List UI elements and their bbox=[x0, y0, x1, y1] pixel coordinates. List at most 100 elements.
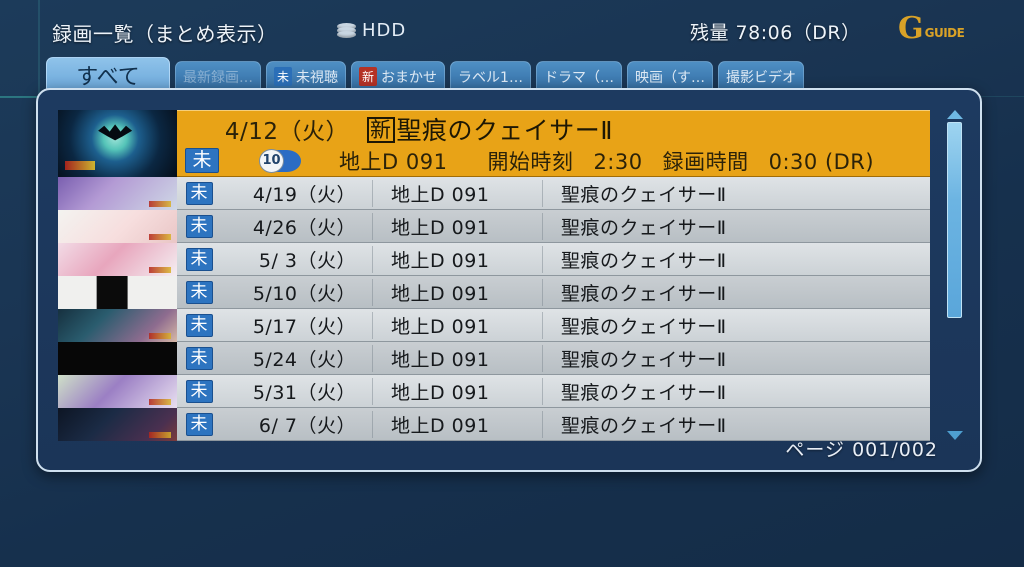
row-unwatched-badge-cell: 未 bbox=[177, 342, 221, 374]
tab-drama[interactable]: ドラマ（… bbox=[535, 61, 622, 91]
row-date: 5/24（火） bbox=[221, 344, 373, 372]
row-title: 聖痕のクェイサーⅡ bbox=[561, 216, 727, 239]
row-unwatched-badge-cell: 未 bbox=[177, 375, 221, 407]
list-scrollbar[interactable] bbox=[946, 110, 964, 440]
duration-label: 録画時間 bbox=[662, 149, 749, 174]
recording-list[interactable]: 4/12（火） 新聖痕のクェイサーⅡ 未 10 地上D 091 開始時刻 2:30… bbox=[58, 110, 930, 441]
category-tab-bar[interactable]: すべて 最新録画… 未 未視聴 新 おまかせ ラベル1… ドラマ（… 映画（す…… bbox=[46, 57, 966, 91]
group-count-value: 10 bbox=[259, 148, 284, 173]
group-count-badge: 10 bbox=[259, 148, 305, 173]
row-unwatched-badge-cell: 未 bbox=[177, 243, 221, 275]
row-thumbnail bbox=[58, 243, 177, 276]
table-row[interactable]: 未 4/26（火） 地上D 091 聖痕のクェイサーⅡ bbox=[58, 210, 930, 243]
unwatched-badge-icon: 未 bbox=[185, 346, 213, 370]
tab-latest-recording[interactable]: 最新録画… bbox=[175, 61, 261, 91]
row-channel: 地上D 091 bbox=[373, 245, 543, 273]
scroll-up-arrow-icon[interactable] bbox=[947, 110, 963, 119]
row-date: 5/31（火） bbox=[221, 377, 373, 405]
row-date: 5/10（火） bbox=[221, 278, 373, 306]
unwatched-badge-icon: 未 bbox=[185, 280, 213, 304]
selected-row-channel: 地上D 091 bbox=[339, 149, 448, 174]
selected-row-title-text: 聖痕のクェイサーⅡ bbox=[396, 115, 614, 145]
selected-recording-row[interactable]: 4/12（火） 新聖痕のクェイサーⅡ 未 10 地上D 091 開始時刻 2:30… bbox=[58, 110, 930, 177]
row-title: 聖痕のクェイサーⅡ bbox=[561, 183, 727, 206]
tab-omakase[interactable]: 新 おまかせ bbox=[351, 61, 446, 91]
row-date: 5/ 3（火） bbox=[221, 245, 373, 273]
hdd-icon bbox=[337, 23, 356, 38]
tab-movie[interactable]: 映画（す… bbox=[626, 61, 713, 91]
row-thumbnail bbox=[58, 375, 177, 408]
row-date: 6/ 7（火） bbox=[221, 410, 373, 438]
start-time-value: 2:30 bbox=[593, 149, 643, 174]
recording-list-panel: 4/12（火） 新聖痕のクェイサーⅡ 未 10 地上D 091 開始時刻 2:30… bbox=[36, 88, 982, 472]
table-row[interactable]: 未 4/19（火） 地上D 091 聖痕のクェイサーⅡ bbox=[58, 177, 930, 210]
tab-latest-recording-label: 最新録画… bbox=[183, 69, 253, 86]
table-row[interactable]: 未 5/ 3（火） 地上D 091 聖痕のクェイサーⅡ bbox=[58, 243, 930, 276]
row-thumbnail bbox=[58, 177, 177, 210]
tab-camcorder-video[interactable]: 撮影ビデオ bbox=[717, 61, 804, 91]
row-unwatched-badge-cell: 未 bbox=[177, 276, 221, 308]
unwatched-badge-icon: 未 bbox=[185, 313, 213, 337]
row-thumbnail bbox=[58, 276, 177, 309]
unwatched-badge-icon: 未 bbox=[274, 67, 293, 86]
tab-label1[interactable]: ラベル1… bbox=[450, 61, 531, 91]
row-unwatched-badge-cell: 未 bbox=[177, 177, 221, 209]
row-channel: 地上D 091 bbox=[373, 179, 543, 207]
selected-row-secondary-line: 未 10 地上D 091 開始時刻 2:30 録画時間 0:30 (DR) bbox=[177, 145, 930, 176]
duration-value: 0:30 (DR) bbox=[768, 149, 875, 174]
footer-control-bar: サブ メニュー 再生 戻る 青 複数選択 前ページ 次ページ 赤 ダビング 緑 … bbox=[0, 476, 1024, 567]
remaining-capacity: 残量 78:06（DR） bbox=[690, 22, 861, 44]
g-guide-word: GUIDE bbox=[924, 25, 965, 40]
g-guide-mark: G bbox=[898, 11, 924, 46]
row-title: 聖痕のクェイサーⅡ bbox=[561, 381, 727, 404]
row-channel: 地上D 091 bbox=[373, 311, 543, 339]
row-title: 聖痕のクェイサーⅡ bbox=[561, 282, 727, 305]
tab-omakase-label: おまかせ bbox=[381, 69, 438, 86]
header: 録画一覧（まとめ表示） HDD 残量 78:06（DR） G GUIDE bbox=[0, 0, 1024, 56]
thumbnail-channel-logo bbox=[65, 161, 95, 170]
tab-all[interactable]: すべて bbox=[46, 57, 170, 91]
row-thumbnail bbox=[58, 309, 177, 342]
background-accent-vertical bbox=[38, 0, 40, 96]
page-title: 録画一覧（まとめ表示） bbox=[52, 22, 278, 46]
selected-row-meta: 開始時刻 2:30 録画時間 0:30 (DR) bbox=[487, 146, 874, 176]
media-indicator: HDD bbox=[337, 20, 406, 41]
unwatched-badge-icon: 未 bbox=[185, 181, 213, 205]
row-unwatched-badge-cell: 未 bbox=[177, 408, 221, 440]
row-channel: 地上D 091 bbox=[373, 377, 543, 405]
selected-row-primary-line: 4/12（火） 新聖痕のクェイサーⅡ bbox=[177, 111, 930, 147]
unwatched-badge-icon: 未 bbox=[185, 412, 213, 436]
tab-unwatched-label: 未視聴 bbox=[296, 69, 339, 86]
media-label: HDD bbox=[362, 20, 407, 41]
table-row[interactable]: 未 5/10（火） 地上D 091 聖痕のクェイサーⅡ bbox=[58, 276, 930, 309]
table-row[interactable]: 未 5/24（火） 地上D 091 聖痕のクェイサーⅡ bbox=[58, 342, 930, 375]
row-channel: 地上D 091 bbox=[373, 212, 543, 240]
tab-unwatched[interactable]: 未 未視聴 bbox=[266, 61, 347, 91]
selected-row-title: 新聖痕のクェイサーⅡ bbox=[367, 111, 613, 147]
new-program-icon: 新 bbox=[367, 116, 395, 143]
row-thumbnail bbox=[58, 342, 177, 375]
row-title: 聖痕のクェイサーⅡ bbox=[561, 315, 727, 338]
row-thumbnail bbox=[58, 408, 177, 441]
table-row[interactable]: 未 5/17（火） 地上D 091 聖痕のクェイサーⅡ bbox=[58, 309, 930, 342]
page-indicator: ページ 001/002 bbox=[785, 439, 938, 461]
row-date: 4/19（火） bbox=[221, 179, 373, 207]
table-row[interactable]: 未 5/31（火） 地上D 091 聖痕のクェイサーⅡ bbox=[58, 375, 930, 408]
row-title: 聖痕のクェイサーⅡ bbox=[561, 348, 727, 371]
unwatched-badge-icon: 未 bbox=[185, 379, 213, 403]
thumbnail-selected bbox=[58, 110, 177, 177]
unwatched-badge-icon: 未 bbox=[185, 214, 213, 238]
scroll-down-arrow-icon[interactable] bbox=[947, 431, 963, 440]
selected-row-date: 4/12（火） bbox=[224, 118, 349, 145]
unwatched-badge-icon: 未 bbox=[185, 247, 213, 271]
row-channel: 地上D 091 bbox=[373, 344, 543, 372]
row-unwatched-badge-cell: 未 bbox=[177, 210, 221, 242]
row-thumbnail bbox=[58, 210, 177, 243]
new-badge-icon: 新 bbox=[359, 67, 378, 86]
unwatched-badge: 未 bbox=[185, 148, 219, 173]
row-channel: 地上D 091 bbox=[373, 278, 543, 306]
row-unwatched-badge-cell: 未 bbox=[177, 309, 221, 341]
scrollbar-thumb[interactable] bbox=[947, 122, 962, 318]
table-row[interactable]: 未 6/ 7（火） 地上D 091 聖痕のクェイサーⅡ bbox=[58, 408, 930, 441]
thumbnail-art-icon bbox=[98, 124, 133, 141]
